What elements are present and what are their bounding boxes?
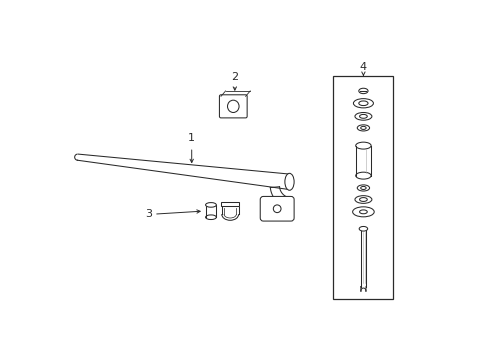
Ellipse shape	[227, 100, 239, 112]
Ellipse shape	[285, 173, 293, 190]
Ellipse shape	[205, 203, 216, 207]
Ellipse shape	[355, 142, 370, 149]
Bar	[221, 202, 239, 206]
Text: 1: 1	[188, 133, 195, 143]
Bar	[333, 76, 393, 299]
Ellipse shape	[359, 226, 367, 231]
Ellipse shape	[273, 205, 281, 213]
FancyBboxPatch shape	[219, 95, 246, 118]
Text: 3: 3	[145, 209, 152, 219]
FancyBboxPatch shape	[260, 197, 293, 221]
Text: 2: 2	[231, 72, 238, 82]
Text: 4: 4	[359, 62, 366, 72]
